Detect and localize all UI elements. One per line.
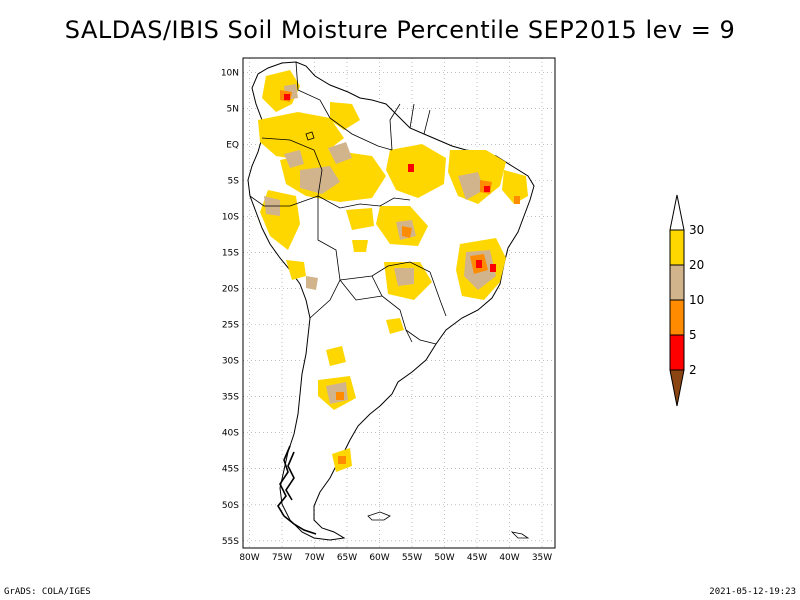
colorbar-segment-10-20 [669, 264, 685, 301]
lon-tick-label: 80W [239, 553, 259, 563]
lat-tick-label: 10N [221, 68, 239, 78]
colorbar-bottom-arrow [669, 369, 685, 407]
percentile-2-5-areas [284, 94, 496, 272]
latitude-labels: 10N 5N EQ 5S 10S 15S 20S 25S 30S 35S 40S 45S 50S 55S [221, 68, 239, 546]
colorbar-segment-5-10 [669, 299, 685, 336]
map-border [242, 57, 556, 549]
lon-tick-label: 65W [337, 553, 357, 563]
lon-tick-label: 55W [402, 553, 422, 563]
lon-tick-label: 50W [434, 553, 454, 563]
footer-credit: GrADS: COLA/IGES [4, 587, 91, 597]
lon-tick-label: 35W [532, 553, 552, 563]
colorbar: 30 20 10 5 2 [669, 194, 704, 407]
legend-label-10: 10 [689, 293, 704, 307]
lon-tick-label: 40W [499, 553, 519, 563]
lat-tick-label: 45S [222, 465, 239, 475]
legend-label-20: 20 [689, 258, 704, 272]
footer-timestamp: 2021-05-12-19:23 [709, 587, 796, 597]
country-borders [249, 61, 447, 345]
lat-tick-label: 10S [222, 213, 239, 223]
legend-label-5: 5 [689, 328, 697, 342]
lon-tick-label: 60W [369, 553, 389, 563]
lat-tick-label: 50S [222, 501, 239, 511]
lat-tick-label: 25S [222, 321, 239, 331]
lat-tick-label: 5S [228, 177, 240, 187]
lon-tick-label: 70W [304, 553, 324, 563]
colorbar-segment-20-30 [669, 229, 685, 266]
lat-tick-label: 5N [227, 104, 239, 114]
lat-tick-label: 40S [222, 429, 239, 439]
lat-tick-label: 15S [222, 249, 239, 259]
lon-tick-label: 45W [467, 553, 487, 563]
legend-label-30: 30 [689, 223, 704, 237]
lat-tick-label: 55S [222, 537, 239, 547]
colorbar-top-arrow [669, 194, 685, 231]
map-title: SALDAS/IBIS Soil Moisture Percentile SEP… [64, 16, 736, 44]
lat-tick-label: 30S [222, 357, 239, 367]
islands [305, 131, 530, 539]
legend-label-2: 2 [689, 363, 697, 377]
lon-tick-label: 75W [272, 553, 292, 563]
longitude-labels: 80W 75W 70W 65W 60W 55W 50W 45W 40W 35W [239, 553, 552, 563]
lat-tick-label: EQ [226, 140, 239, 150]
lat-tick-label: 20S [222, 285, 239, 295]
colorbar-segment-2-5 [669, 334, 685, 371]
patagonia-coast [277, 445, 317, 535]
lat-tick-label: 35S [222, 393, 239, 403]
